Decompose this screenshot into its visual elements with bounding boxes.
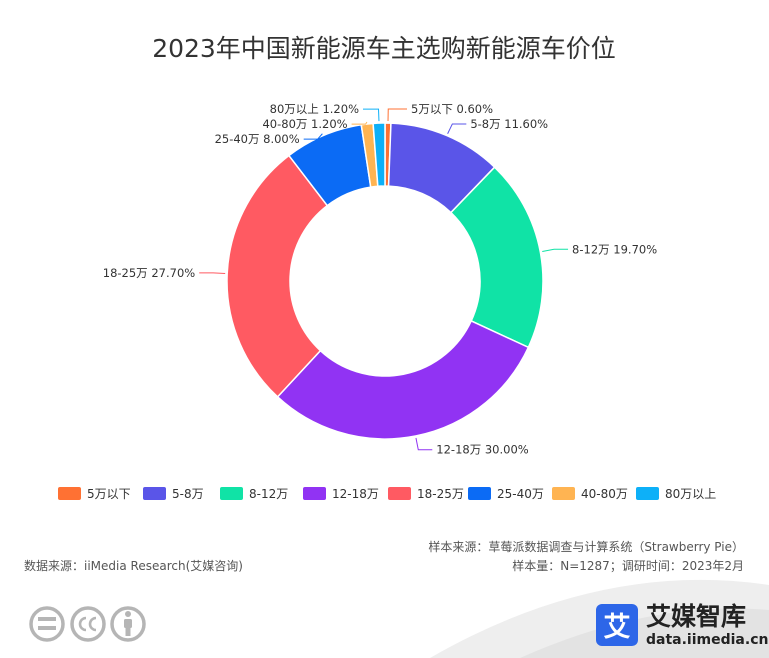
leader-line-80	[363, 108, 380, 122]
brand-name: 艾媒智库	[646, 602, 746, 631]
data-label-5: 5万以下 0.60%	[411, 102, 493, 116]
data-label-40-80: 40-80万 1.20%	[262, 117, 347, 131]
chart-title: 2023年中国新能源车主选购新能源车价位	[152, 34, 616, 63]
leader-line-12-18	[415, 437, 433, 451]
legend-label-5-8: 5-8万	[172, 487, 204, 501]
legend-label-25-40: 25-40万	[497, 487, 544, 501]
legend-swatch-40-80	[552, 487, 575, 500]
data-label-5-8: 5-8万 11.60%	[470, 117, 548, 131]
leader-line-40-80	[351, 121, 368, 125]
legend-label-12-18: 12-18万	[332, 487, 379, 501]
legend: 5万以下 5-8万 8-12万 12-18万 18-25万 25-40万 40-80万 80万…	[58, 487, 716, 501]
decorative-swoosh-inner	[520, 608, 769, 658]
leader-line-5-8	[447, 123, 467, 134]
leader-line-18-25	[199, 272, 226, 274]
slice-labels: 5万以下 0.60%5-8万 11.60% 8-12万 19.70% 12-18万 …	[103, 102, 657, 457]
legend-label-80: 80万以上	[665, 487, 716, 501]
data-label-25-40: 25-40万 8.00%	[215, 132, 300, 146]
leader-line-25-40	[303, 133, 323, 140]
legend-swatch-5-8	[143, 487, 166, 500]
data-source-text: 数据来源：iiMedia Research(艾媒咨询)	[24, 558, 243, 573]
brand-icon	[596, 604, 638, 646]
sample-source-text: 样本来源：草莓派数据调查与计算系统（Strawberry Pie）	[428, 539, 744, 554]
slice-80	[372, 122, 386, 188]
donut-slices	[226, 122, 544, 440]
equals-icon	[29, 606, 65, 642]
person-icon	[110, 606, 146, 642]
data-label-18-25: 18-25万 27.70%	[103, 266, 195, 280]
legend-label-18-25: 18-25万	[417, 487, 464, 501]
legend-swatch-80	[636, 487, 659, 500]
legend-swatch-25-40	[468, 487, 491, 500]
brand-icon-char: 艾	[604, 612, 631, 643]
data-label-8-12: 8-12万 19.70%	[572, 242, 657, 256]
leader-line-8-12	[542, 248, 569, 253]
legend-swatch-12-18	[303, 487, 326, 500]
legend-swatch-5	[58, 487, 81, 500]
legend-label-40-80: 40-80万	[581, 487, 628, 501]
brand-logo: 艾 艾媒智库 data.iimedia.cn	[596, 602, 768, 648]
sample-info-text: 样本量：N=1287；调研时间：2023年2月	[512, 558, 744, 573]
slice-12-18	[276, 319, 530, 440]
data-label-80: 80万以上 1.20%	[270, 102, 359, 116]
legend-label-8-12: 8-12万	[249, 487, 288, 501]
brand-url: data.iimedia.cn	[646, 632, 768, 648]
slice-18-25	[226, 154, 329, 398]
legend-swatch-8-12	[220, 487, 243, 500]
legend-label-5: 5万以下	[87, 487, 131, 501]
legend-swatch-18-25	[388, 487, 411, 500]
creative-commons-icon	[70, 606, 106, 642]
data-label-12-18: 12-18万 30.00%	[436, 443, 528, 457]
leader-line-5	[387, 108, 407, 122]
